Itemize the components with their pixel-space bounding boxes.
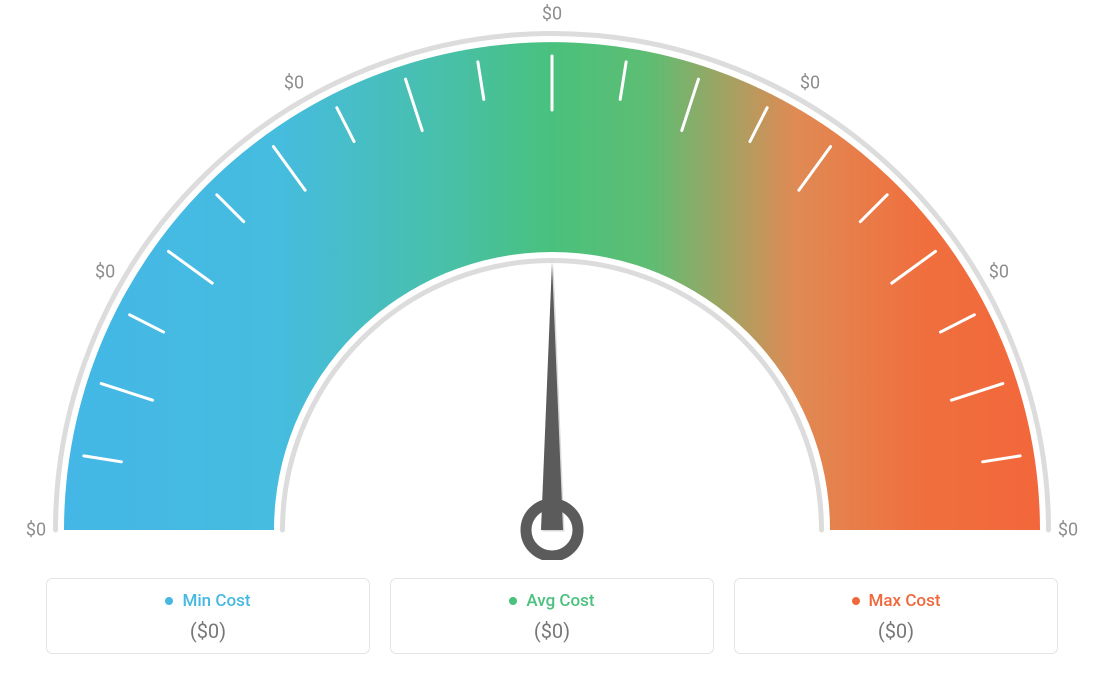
legend-bullet-avg xyxy=(509,597,517,605)
scale-label: $0 xyxy=(989,262,1009,283)
legend-title-min: Min Cost xyxy=(61,591,355,611)
legend-label-min: Min Cost xyxy=(182,591,250,611)
legend-value-avg: ($0) xyxy=(405,619,699,643)
legend-title-max: Max Cost xyxy=(749,591,1043,611)
legend-title-avg: Avg Cost xyxy=(405,591,699,611)
legend-box-max: Max Cost ($0) xyxy=(734,578,1058,654)
legend-box-avg: Avg Cost ($0) xyxy=(390,578,714,654)
scale-label: $0 xyxy=(26,520,46,541)
legend-row: Min Cost ($0) Avg Cost ($0) Max Cost ($0… xyxy=(46,578,1058,654)
gauge-svg xyxy=(0,0,1104,560)
scale-label: $0 xyxy=(284,73,304,94)
legend-value-max: ($0) xyxy=(749,619,1043,643)
legend-box-min: Min Cost ($0) xyxy=(46,578,370,654)
scale-label: $0 xyxy=(1058,520,1078,541)
legend-value-min: ($0) xyxy=(61,619,355,643)
gauge-chart-container: $0 $0 $0 $0 $0 $0 $0 Min Cost ($0) Avg Cost ($… xyxy=(0,0,1104,690)
legend-label-max: Max Cost xyxy=(869,591,941,611)
legend-bullet-max xyxy=(852,597,860,605)
legend-bullet-min xyxy=(165,597,173,605)
legend-label-avg: Avg Cost xyxy=(526,591,594,611)
scale-label: $0 xyxy=(800,73,820,94)
scale-label: $0 xyxy=(542,4,562,25)
gauge-area: $0 $0 $0 $0 $0 $0 $0 xyxy=(0,0,1104,560)
scale-label: $0 xyxy=(95,262,115,283)
